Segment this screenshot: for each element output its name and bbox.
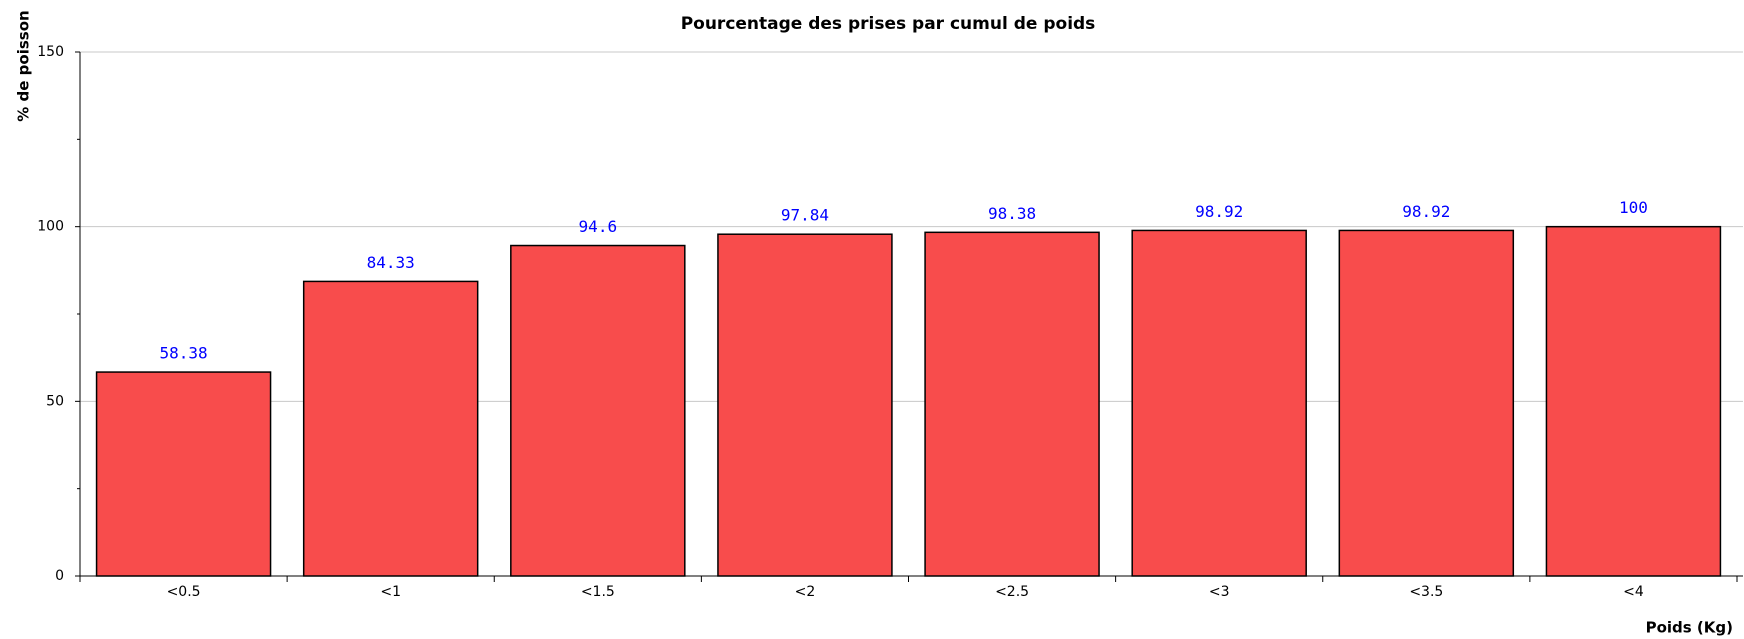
bar: [1131, 229, 1307, 577]
x-tick-label: <3.5: [1409, 584, 1443, 600]
x-tick-label: <1: [380, 584, 401, 600]
bar: [510, 244, 686, 577]
x-tick-label: <4: [1623, 584, 1644, 600]
x-axis-label: Poids (Kg): [1646, 619, 1733, 637]
x-tick-label: <2.5: [995, 584, 1029, 600]
value-label: 58.38: [159, 344, 207, 363]
y-tick-label: 100: [37, 219, 64, 235]
value-label: 94.6: [579, 217, 618, 236]
y-axis-label: % de poisson: [15, 10, 33, 121]
value-label: 98.92: [1195, 202, 1243, 221]
value-label: 98.38: [988, 204, 1036, 223]
value-label: 100: [1619, 198, 1648, 217]
bar: [1545, 225, 1722, 577]
value-label: 97.84: [781, 206, 829, 225]
x-tick-label: <2: [795, 584, 816, 600]
bar: [1338, 229, 1515, 577]
bar: [717, 233, 893, 577]
y-tick-label: 50: [46, 393, 64, 409]
bar: [302, 280, 479, 577]
x-tick-label: <0.5: [167, 584, 201, 600]
y-tick-label: 150: [37, 44, 64, 60]
chart-title: Pourcentage des prises par cumul de poid…: [681, 14, 1096, 34]
x-tick-label: <1.5: [581, 584, 615, 600]
value-label: 98.92: [1402, 202, 1450, 221]
value-label: 84.33: [367, 253, 415, 272]
bar: [95, 371, 272, 577]
bar: [924, 231, 1100, 577]
y-tick-label: 0: [55, 568, 64, 584]
x-tick-label: <3: [1209, 584, 1230, 600]
